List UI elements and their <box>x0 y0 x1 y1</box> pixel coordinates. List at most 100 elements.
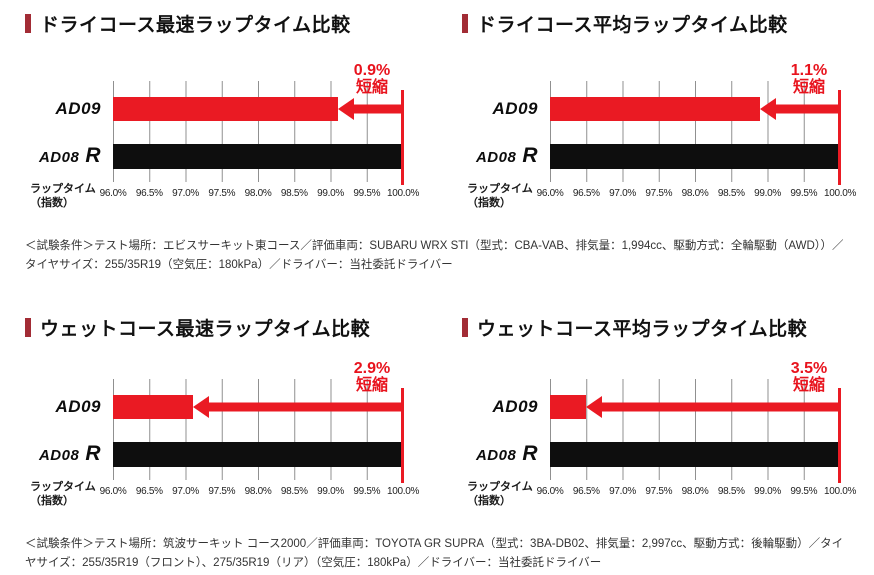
reduction-percent: 2.9% <box>353 360 391 378</box>
ad08-label-text: AD08 <box>38 447 80 465</box>
x-tick-label: 97.0% <box>609 486 636 498</box>
x-tick-label: 96.5% <box>135 188 163 199</box>
plot-area: 2.9% 短縮 96.0% 96.5% 97.0% 97.5% 98.0% 98.5% 99… <box>100 360 420 497</box>
x-tick-label: 98.5% <box>717 486 745 498</box>
x-axis: 96.0% 96.5% 97.0% 97.5% 98.0% 98.5% 99.0% 99.5%… <box>537 188 857 202</box>
reduction-percent: 3.5% <box>790 360 828 378</box>
x-tick-label: 96.0% <box>536 188 564 199</box>
x-tick-label: 96.0% <box>99 188 127 199</box>
ad08-r-glyph: R <box>85 442 101 466</box>
chart-wet-fastest: ウェットコース最速ラップタイム比較 AD09 AD08 R ラップタイム （指数） <box>0 274 437 515</box>
ad08-r-glyph: R <box>85 144 101 167</box>
bar-ad09 <box>550 395 587 420</box>
x-tick-label: 100.0% <box>823 486 857 498</box>
x-tick-label: 96.5% <box>572 188 600 199</box>
x-tick-label: 99.0% <box>317 188 344 199</box>
reduction-word: 短縮 <box>792 78 825 96</box>
arrow-head-icon <box>192 396 209 419</box>
reduction-annotation: 1.1% 短縮 <box>780 62 838 97</box>
x-tick-label: 98.0% <box>244 188 272 199</box>
x-axis: 96.0% 96.5% 97.0% 97.5% 98.0% 98.5% 99.0% 99.5%… <box>100 188 420 202</box>
ad08r-series-label: AD08 R <box>462 443 538 464</box>
x-tick-label: 96.0% <box>99 486 127 498</box>
ad08-r-glyph: R <box>522 442 538 466</box>
ad09-series-label: AD09 <box>492 99 538 118</box>
chart-title: ウェットコース平均ラップタイム比較 <box>462 314 864 341</box>
chart-title: ドライコース最速ラップタイム比較 <box>25 10 427 37</box>
plot-area: 1.1% 短縮 96.0% 96.5% 97.0% 97.5% 98.0% 98.5% 99… <box>537 62 857 199</box>
x-axis: 96.0% 96.5% 97.0% 97.5% 98.0% 98.5% 99.0% 99.5%… <box>537 486 857 500</box>
ad08r-series-label: AD08 R <box>25 443 101 464</box>
baseline-100pct-line <box>838 388 841 484</box>
ad08r-series-label: AD08 R <box>25 145 101 166</box>
ad08-label-text: AD08 <box>475 447 517 465</box>
x-tick-label: 100.0% <box>386 486 420 498</box>
x-tick-label: 97.5% <box>645 188 673 199</box>
x-tick-label: 97.5% <box>645 486 673 498</box>
x-axis-label-line1: ラップタイム <box>30 183 96 195</box>
ad09-series-label: AD09 <box>492 397 538 417</box>
x-tick-label: 96.5% <box>572 486 600 498</box>
reduction-word: 短縮 <box>792 377 825 395</box>
reduction-arrow <box>586 395 839 419</box>
baseline-100pct-line <box>838 90 841 185</box>
title-marker-bar <box>25 14 31 33</box>
chart-dry-average: ドライコース平均ラップタイム比較 AD09 AD08 R ラップタイム （指数） <box>437 0 874 217</box>
x-tick-label: 98.5% <box>717 188 745 199</box>
x-tick-label: 99.5% <box>353 486 381 498</box>
baseline-100pct-line <box>401 90 404 185</box>
x-tick-label: 99.0% <box>754 188 781 199</box>
title-marker-bar <box>462 14 468 33</box>
bar-ad08r <box>550 144 840 169</box>
reduction-arrow <box>337 97 402 121</box>
bar-ad08r <box>550 442 840 468</box>
bar-ad08r <box>113 144 403 169</box>
chart-area: AD09 AD08 R ラップタイム （指数） 1.1% 短 <box>462 62 864 217</box>
chart-title: ドライコース平均ラップタイム比較 <box>462 10 864 37</box>
chart-area: AD09 AD08 R ラップタイム （指数） 0.9% 短 <box>25 62 427 217</box>
x-axis-label: ラップタイム （指数） <box>467 481 533 509</box>
x-tick-label: 99.0% <box>754 486 781 498</box>
x-axis-label-line2: （指数） <box>30 196 74 209</box>
x-tick-label: 98.5% <box>280 188 308 199</box>
x-tick-label: 99.5% <box>353 188 381 199</box>
reduction-percent: 1.1% <box>790 62 828 79</box>
x-axis: 96.0% 96.5% 97.0% 97.5% 98.0% 98.5% 99.0% 99.5%… <box>100 486 420 500</box>
x-axis-label-line1: ラップタイム <box>30 481 96 494</box>
reduction-annotation: 0.9% 短縮 <box>343 62 401 97</box>
reduction-word: 短縮 <box>355 78 388 96</box>
x-axis-label-line1: ラップタイム <box>467 183 533 195</box>
x-tick-label: 100.0% <box>823 188 857 199</box>
wet-charts-row: ウェットコース最速ラップタイム比較 AD09 AD08 R ラップタイム （指数） <box>0 274 874 515</box>
reduction-annotation: 2.9% 短縮 <box>343 360 401 395</box>
x-tick-label: 97.0% <box>172 188 199 199</box>
title-marker-bar <box>462 318 468 338</box>
arrow-shaft <box>352 104 402 114</box>
x-tick-label: 99.5% <box>790 188 818 199</box>
arrow-head-icon <box>586 396 603 419</box>
ad08-r-glyph: R <box>522 144 538 167</box>
chart-title-text: ウェットコース平均ラップタイム比較 <box>477 319 808 341</box>
chart-dry-fastest: ドライコース最速ラップタイム比較 AD09 AD08 R ラップタイム （指数） <box>0 0 437 217</box>
test-conditions-wet: ＜試験条件＞テスト場所：筑波サーキット コース2000／評価車両：TOYOTA … <box>25 538 844 569</box>
chart-area: AD09 AD08 R ラップタイム （指数） 2.9% 短 <box>25 360 427 515</box>
arrow-shaft <box>775 104 839 114</box>
chart-title: ウェットコース最速ラップタイム比較 <box>25 314 427 341</box>
plot-area: 3.5% 短縮 96.0% 96.5% 97.0% 97.5% 98.0% 98.5% 99… <box>537 360 857 497</box>
x-tick-label: 98.5% <box>280 486 308 498</box>
x-tick-label: 99.5% <box>790 486 818 498</box>
arrow-shaft <box>207 402 402 412</box>
dry-charts-row: ドライコース最速ラップタイム比較 AD09 AD08 R ラップタイム （指数） <box>0 0 874 217</box>
x-tick-label: 97.5% <box>208 486 236 498</box>
ad08-label-text: AD08 <box>38 149 80 166</box>
x-axis-label-line1: ラップタイム <box>467 481 533 494</box>
x-axis-label-line2: （指数） <box>30 495 74 507</box>
chart-title-text: ウェットコース最速ラップタイム比較 <box>40 319 371 341</box>
x-axis-label-line2: （指数） <box>467 196 511 209</box>
x-tick-label: 98.0% <box>244 486 272 498</box>
ad09-series-label: AD09 <box>55 99 101 118</box>
reduction-word: 短縮 <box>355 377 388 395</box>
x-tick-label: 98.0% <box>681 188 709 199</box>
bar-ad08r <box>113 442 403 468</box>
